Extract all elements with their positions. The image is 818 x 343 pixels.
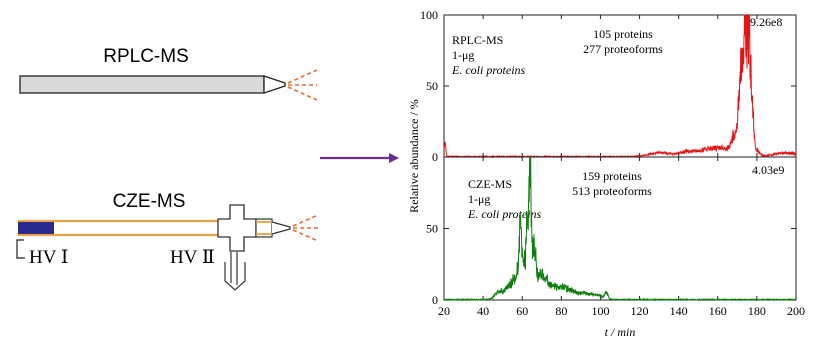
cze-panel: CZE-MS 1-μg E. coli proteins 159 protein… [426,156,805,318]
rplc-sample-line-2: 1-μg [452,48,474,62]
hv1-label: HV Ⅰ [29,247,68,268]
cze-sample-line-3: E. coli proteins [467,207,542,221]
electropherogram-chart: RPLC-MS 1-μg E. coli proteins 105 protei… [407,8,805,339]
cze-y-tick-label: 50 [426,222,438,236]
rplc-y-tick-label: 50 [426,79,438,93]
rplc-stat-proteoforms: 277 proteoforms [583,42,663,56]
cze-y-tick-label: 0 [432,293,438,307]
rplc-stat-proteins: 105 proteins [593,27,653,41]
y-axis-label: Relative abundance / % [407,99,421,213]
cze-sample-line-2: 1-μg [468,192,490,206]
cze-stat-proteins: 159 proteins [582,169,642,183]
x-tick-label: 180 [748,304,766,318]
rplc-spray [287,69,318,101]
rplc-y-tick-label: 0 [432,150,438,164]
rplc-title: RPLC-MS [103,46,189,67]
cross-fitting [217,204,257,252]
cze-stat-proteoforms: 513 proteoforms [572,184,652,198]
cze-intensity-label: 4.03e9 [752,163,784,177]
x-tick-label: 20 [438,304,450,318]
x-tick-label: 40 [477,304,489,318]
rplc-y-tick-label: 100 [420,8,438,22]
x-tick-label: 80 [555,304,567,318]
schematic: RPLC-MS CZE-MS [16,46,319,291]
sheath-vial [224,252,246,291]
x-axis-label: t / min [605,325,636,339]
x-tick-label: 160 [709,304,727,318]
rplc-panel: RPLC-MS 1-μg E. coli proteins 105 protei… [420,8,797,164]
rplc-sample-line-3: E. coli proteins [451,63,526,77]
hv2-label: HV Ⅱ [170,247,215,268]
cze-setup [16,204,291,291]
rplc-sample-line-1: RPLC-MS [452,33,503,47]
hv1-electrode [16,239,25,259]
cze-spray [292,214,319,242]
x-tick-label: 60 [516,304,528,318]
rplc-intensity-label: 9.26e8 [750,15,782,29]
buffer-vial [18,222,54,234]
cze-title: CZE-MS [113,191,186,212]
x-tick-label: 100 [591,304,609,318]
x-tick-label: 200 [787,304,805,318]
cze-sample-line-1: CZE-MS [468,177,512,191]
x-tick-label: 140 [670,304,688,318]
cze-trace [443,156,797,302]
rplc-column [19,75,286,94]
x-tick-label: 120 [631,304,649,318]
